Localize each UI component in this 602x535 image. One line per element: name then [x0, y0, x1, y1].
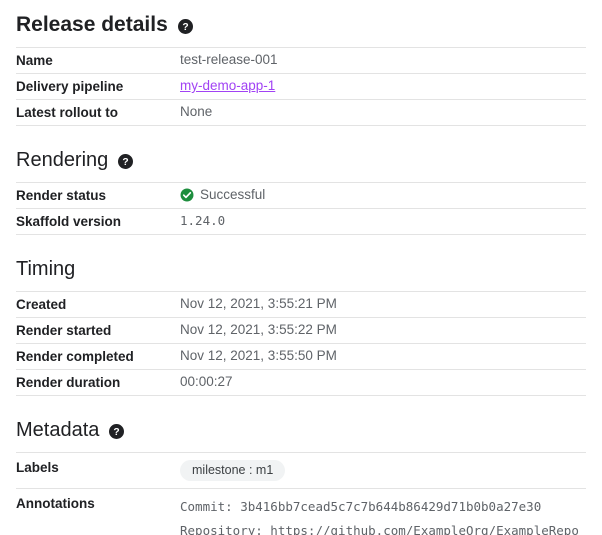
status-label: Successful	[200, 187, 266, 202]
value-text: Nov 12, 2021, 3:55:21 PM	[180, 296, 337, 311]
row-value: milestone : m1	[180, 459, 586, 482]
help-icon[interactable]: ?	[118, 154, 134, 169]
section-rows-release-details: Name test-release-001 Delivery pipeline my-…	[16, 47, 586, 126]
row-value: Nov 12, 2021, 3:55:21 PM	[180, 296, 586, 312]
row-label: Delivery pipeline	[16, 79, 124, 94]
svg-text:?: ?	[182, 21, 188, 32]
value-text: 00:00:27	[180, 374, 233, 389]
section-title-rendering: Rendering?	[16, 126, 586, 182]
value-text: Nov 12, 2021, 3:55:50 PM	[180, 348, 337, 363]
row-label: Latest rollout to	[16, 105, 118, 120]
value-text: Nov 12, 2021, 3:55:22 PM	[180, 322, 337, 337]
table-row: Annotations Commit: 3b416bb7cead5c7c7b644…	[16, 489, 586, 535]
help-icon[interactable]: ?	[109, 424, 125, 439]
row-value: my-demo-app-1	[180, 78, 586, 94]
table-row: Name test-release-001	[16, 48, 586, 74]
section-title-timing-text: Timing	[16, 258, 76, 280]
row-label: Render status	[16, 188, 107, 203]
row-label: Name	[16, 53, 53, 68]
page-title: Release details?	[16, 0, 586, 47]
row-label: Render completed	[16, 349, 134, 364]
svg-text:?: ?	[123, 157, 129, 168]
row-value: 00:00:27	[180, 374, 586, 390]
row-label: Labels	[16, 460, 59, 475]
help-icon[interactable]: ?	[177, 18, 193, 34]
row-label: Render duration	[16, 375, 121, 390]
table-row: Render completed Nov 12, 2021, 3:55:50 PM	[16, 344, 586, 370]
row-value: Nov 12, 2021, 3:55:50 PM	[180, 348, 586, 364]
annotation-line: Commit: 3b416bb7cead5c7c7b644b86429d71b0…	[180, 499, 542, 514]
row-label: Annotations	[16, 496, 95, 511]
table-row: Render started Nov 12, 2021, 3:55:22 PM	[16, 318, 586, 344]
row-value: None	[180, 104, 586, 120]
label-chip-list: milestone : m1	[180, 459, 586, 482]
table-row: Skaffold version 1.24.0	[16, 209, 586, 235]
row-value: test-release-001	[180, 52, 586, 68]
annotations-list: Commit: 3b416bb7cead5c7c7b644b86429d71b0…	[180, 495, 586, 535]
svg-text:?: ?	[114, 427, 120, 438]
value-text: None	[180, 104, 213, 119]
row-value: 1.24.0	[180, 213, 586, 229]
annotation-line: Repository: https://github.com/ExampleOr…	[180, 523, 579, 535]
table-row: Labels milestone : m1	[16, 453, 586, 489]
status-badge: Successful	[180, 187, 586, 203]
section-title-metadata-text: Metadata	[16, 419, 100, 441]
table-row: Render status Successful	[16, 183, 586, 209]
page-title-text: Release details	[16, 13, 168, 36]
section-rows-metadata: Labels milestone : m1 Annotations Commit: 3…	[16, 452, 586, 535]
table-row: Latest rollout to None	[16, 100, 586, 126]
row-label: Created	[16, 297, 67, 312]
section-rows-timing: Created Nov 12, 2021, 3:55:21 PM Render st…	[16, 291, 586, 396]
row-label: Skaffold version	[16, 214, 122, 229]
table-row: Created Nov 12, 2021, 3:55:21 PM	[16, 292, 586, 318]
value-text: test-release-001	[180, 52, 278, 67]
row-label: Render started	[16, 323, 112, 338]
label-chip: milestone : m1	[180, 460, 286, 481]
section-title-timing: Timing	[16, 235, 586, 291]
skaffold-version-value: 1.24.0	[180, 213, 226, 228]
table-row: Render duration 00:00:27	[16, 370, 586, 396]
table-row: Delivery pipeline my-demo-app-1	[16, 74, 586, 100]
row-value: Nov 12, 2021, 3:55:22 PM	[180, 322, 586, 338]
delivery-pipeline-link[interactable]: my-demo-app-1	[180, 78, 276, 93]
section-rows-rendering: Render status Successful Skaffold version 1…	[16, 182, 586, 235]
row-value: Successful	[180, 187, 586, 203]
check-circle-icon	[180, 188, 194, 202]
section-title-rendering-text: Rendering	[16, 149, 109, 171]
section-title-metadata: Metadata?	[16, 396, 586, 452]
row-value: Commit: 3b416bb7cead5c7c7b644b86429d71b0…	[180, 495, 586, 535]
